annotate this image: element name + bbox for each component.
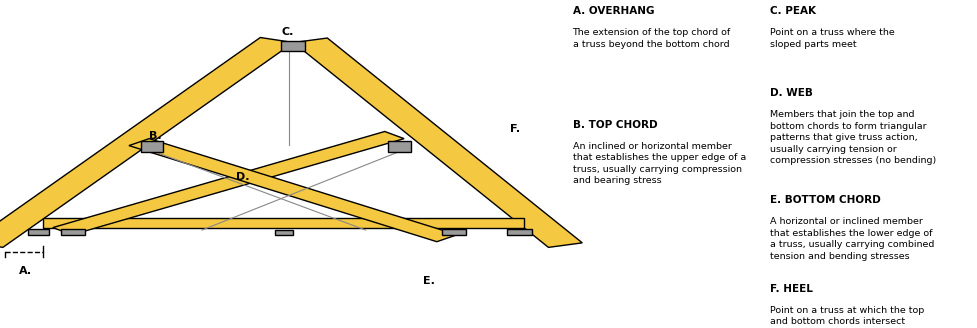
Text: E. BOTTOM CHORD: E. BOTTOM CHORD bbox=[770, 195, 880, 205]
Bar bbox=[276, 230, 292, 235]
Text: An inclined or horizontal member
that establishes the upper edge of a
truss, usu: An inclined or horizontal member that es… bbox=[573, 142, 745, 185]
Polygon shape bbox=[293, 38, 582, 247]
Text: B.: B. bbox=[149, 131, 162, 141]
Bar bbox=[388, 141, 410, 152]
Text: A.: A. bbox=[20, 266, 32, 276]
Bar bbox=[141, 141, 163, 152]
Text: Point on a truss at which the top
and bottom chords intersect: Point on a truss at which the top and bo… bbox=[770, 306, 924, 326]
Bar bbox=[281, 41, 306, 51]
Text: D.: D. bbox=[235, 172, 249, 182]
Text: A horizontal or inclined member
that establishes the lower edge of
a truss, usua: A horizontal or inclined member that est… bbox=[770, 217, 934, 261]
Text: C. PEAK: C. PEAK bbox=[770, 6, 816, 16]
Bar bbox=[61, 229, 85, 236]
Text: C.: C. bbox=[282, 27, 294, 37]
Bar bbox=[28, 229, 49, 236]
Polygon shape bbox=[53, 132, 404, 235]
Text: D. WEB: D. WEB bbox=[770, 88, 813, 98]
Text: The extension of the top chord of
a truss beyond the bottom chord: The extension of the top chord of a trus… bbox=[573, 28, 731, 49]
Bar bbox=[507, 229, 531, 236]
Text: A. OVERHANG: A. OVERHANG bbox=[573, 6, 654, 16]
Text: B. TOP CHORD: B. TOP CHORD bbox=[573, 120, 658, 130]
Text: E.: E. bbox=[423, 276, 435, 286]
Text: Point on a truss where the
sloped parts meet: Point on a truss where the sloped parts … bbox=[770, 28, 895, 49]
Polygon shape bbox=[43, 218, 525, 229]
Polygon shape bbox=[0, 37, 293, 247]
Text: Members that join the top and
bottom chords to form triangular
patterns that giv: Members that join the top and bottom cho… bbox=[770, 110, 936, 165]
Text: F.: F. bbox=[510, 124, 520, 134]
Bar bbox=[442, 229, 466, 236]
Polygon shape bbox=[129, 139, 457, 242]
Text: F. HEEL: F. HEEL bbox=[770, 284, 813, 294]
